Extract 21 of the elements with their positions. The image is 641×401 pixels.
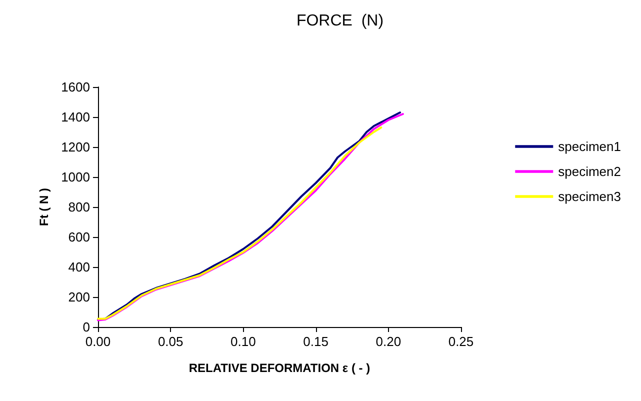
y-tick-label: 800 [68, 200, 90, 214]
y-tick-label: 1000 [61, 170, 90, 184]
x-axis-title: RELATIVE DEFORMATION ε ( - ) [188, 361, 370, 375]
x-tick-label: 0.05 [158, 334, 184, 349]
y-axis-title: Ft ( N ) [37, 188, 51, 226]
x-tick-label: 0.25 [448, 334, 474, 349]
legend-label: specimen1 [558, 139, 622, 154]
chart-title: FORCE (N) [296, 12, 384, 30]
legend-label: specimen2 [558, 164, 622, 179]
y-tick-label: 1400 [61, 110, 90, 124]
y-tick-label: 1200 [61, 140, 90, 154]
y-tick-label: 200 [68, 290, 90, 304]
y-tick-label: 600 [68, 230, 90, 244]
y-tick-label: 0 [82, 320, 90, 334]
x-tick-label: 0.10 [230, 334, 256, 349]
x-tick-label: 0.20 [376, 334, 402, 349]
x-tick-label: 0.00 [85, 334, 111, 349]
y-tick-label: 1600 [61, 80, 90, 94]
legend-label: specimen3 [558, 189, 622, 204]
x-tick-label: 0.15 [303, 334, 328, 349]
y-tick-label: 400 [68, 260, 90, 274]
